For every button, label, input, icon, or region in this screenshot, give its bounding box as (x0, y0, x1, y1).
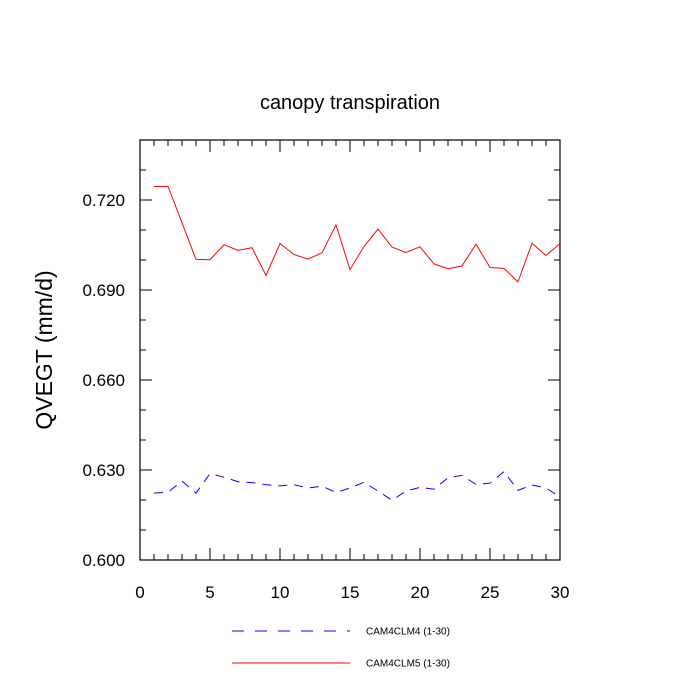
x-tick-label: 20 (411, 583, 430, 602)
legend: CAM4CLM4 (1-30) CAM4CLM5 (1-30) (232, 627, 450, 670)
y-axis-label: QVEGT (mm/d) (31, 270, 57, 429)
x-tick-label: 10 (271, 583, 290, 602)
series-line-cam4clm4-1-30 (153, 470, 561, 501)
legend-label: CAM4CLM4 (1-30) (366, 627, 450, 638)
x-tick-label: 5 (205, 583, 214, 602)
y-tick-label: 0.720 (82, 191, 125, 210)
y-tick-label: 0.630 (82, 461, 125, 480)
chart-title: canopy transpiration (260, 92, 440, 114)
x-tick-label: 0 (135, 583, 144, 602)
y-tick-label: 0.660 (82, 371, 125, 390)
plot-series (153, 185, 561, 501)
x-tick-label: 30 (551, 583, 570, 602)
y-tick-label: 0.600 (82, 551, 125, 570)
axis-ticks: 0 5 10 15 20 25 30 0.600 0.630 0.660 0.690 0.720 (82, 139, 570, 602)
series-line-cam4clm5-1-30 (153, 185, 561, 283)
x-tick-label: 15 (341, 583, 360, 602)
y-tick-label: 0.690 (82, 281, 125, 300)
x-tick-label: 25 (481, 583, 500, 602)
plot-frame (139, 139, 561, 561)
legend-label: CAM4CLM5 (1-30) (366, 659, 450, 670)
